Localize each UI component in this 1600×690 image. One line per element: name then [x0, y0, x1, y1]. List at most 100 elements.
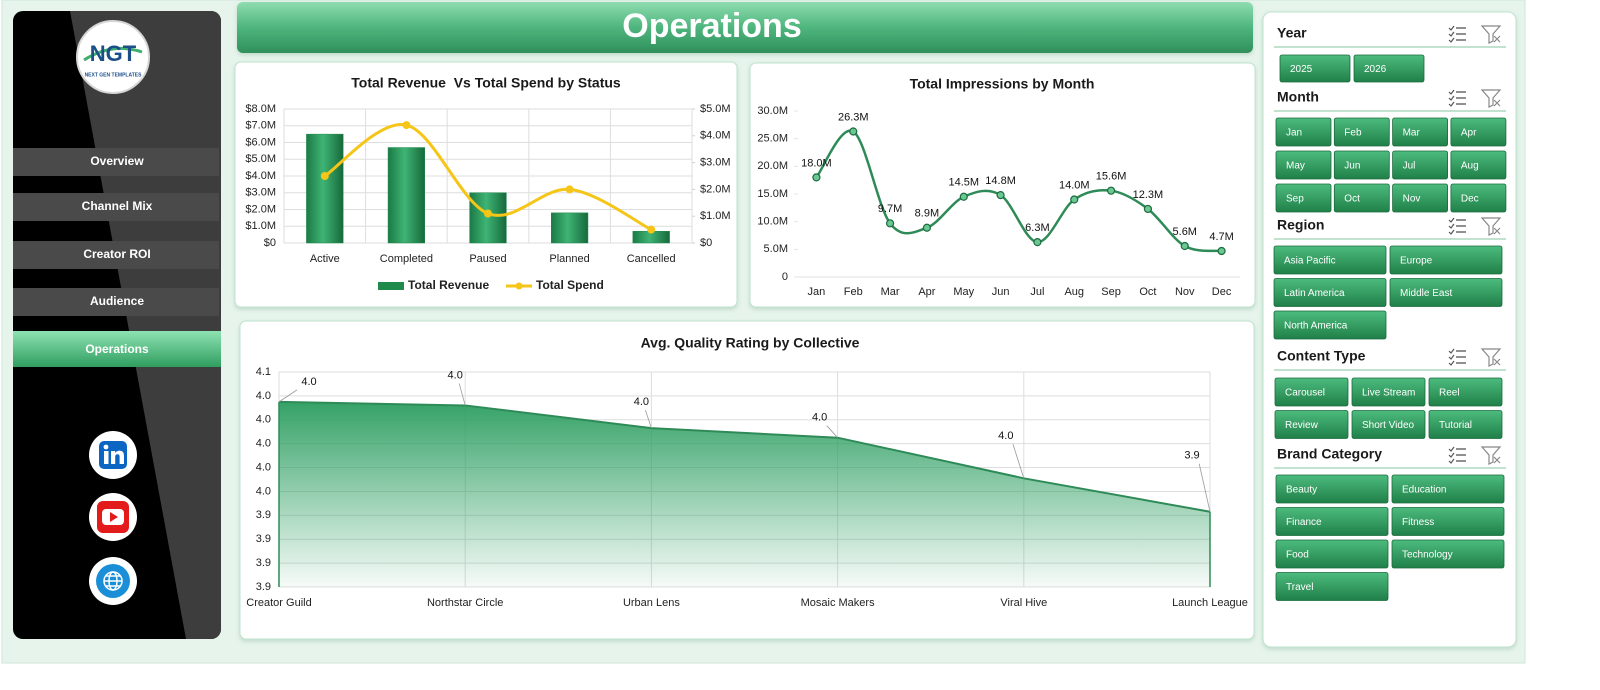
slicer-button[interactable] [1450, 150, 1507, 180]
slicer-button[interactable] [1353, 54, 1425, 83]
slicer-button-label[interactable]: Short Video [1362, 420, 1415, 431]
multi-select-icon[interactable] [1448, 25, 1455, 31]
slicer-button[interactable] [1273, 245, 1387, 275]
slicer-button-label[interactable]: 2026 [1364, 64, 1387, 75]
nav-button-active[interactable] [13, 331, 221, 367]
slicer-button[interactable] [1275, 507, 1389, 536]
nav-label[interactable]: Operations [85, 342, 149, 356]
clear-filter-icon[interactable] [1480, 217, 1502, 236]
slicer-button[interactable] [1392, 150, 1448, 180]
multi-select-icon[interactable] [1448, 452, 1455, 458]
multi-select-icon[interactable] [1448, 354, 1455, 360]
slicer-button[interactable] [1333, 183, 1390, 213]
multi-select-icon[interactable] [1448, 458, 1455, 464]
slicer-button-label[interactable]: Technology [1402, 550, 1453, 561]
clear-filter-icon[interactable] [1493, 456, 1501, 464]
multi-select-icon[interactable] [1448, 348, 1455, 354]
nav-button[interactable] [13, 148, 219, 176]
clear-filter-icon[interactable] [1480, 25, 1502, 44]
slicer-button[interactable] [1279, 54, 1351, 83]
slicer-button-label[interactable]: Nov [1403, 194, 1421, 205]
nav-button[interactable] [13, 193, 219, 221]
slicer-button-label[interactable]: Travel [1286, 582, 1313, 593]
slicer-button-label[interactable]: Fitness [1402, 517, 1434, 528]
y-tick-label: 30.0M [757, 105, 788, 117]
multi-select-icon[interactable] [1448, 229, 1455, 235]
slicer-button-label[interactable]: Jun [1344, 161, 1360, 172]
slicer-button[interactable] [1351, 410, 1426, 439]
slicer-button-label[interactable]: Beauty [1286, 485, 1317, 496]
slicer-button[interactable] [1275, 117, 1332, 147]
slicer-button[interactable] [1389, 278, 1503, 307]
multi-select-icon[interactable] [1448, 217, 1455, 223]
slicer-button-label[interactable]: Mar [1403, 128, 1421, 139]
slicer-button[interactable] [1428, 377, 1503, 407]
slicer-button[interactable] [1275, 572, 1389, 601]
nav-label[interactable]: Creator ROI [83, 247, 150, 261]
slicer-button[interactable] [1391, 474, 1505, 504]
slicer-button[interactable] [1450, 183, 1507, 213]
clear-filter-icon[interactable] [1493, 358, 1501, 366]
slicer-button-label[interactable]: Feb [1344, 128, 1362, 139]
slicer-button-label[interactable]: Sep [1286, 194, 1304, 205]
nav-label[interactable]: Overview [90, 154, 144, 168]
slicer-button[interactable] [1333, 117, 1390, 147]
slicer-button[interactable] [1275, 183, 1332, 213]
slicer-button[interactable] [1275, 539, 1389, 569]
slicer-button[interactable] [1389, 245, 1503, 275]
multi-select-icon[interactable] [1448, 31, 1455, 37]
slicer-button[interactable] [1273, 310, 1387, 340]
slicer-button-label[interactable]: Dec [1461, 194, 1479, 205]
slicer-button-label[interactable]: Reel [1439, 388, 1460, 399]
nav-button[interactable] [13, 288, 219, 316]
slicer-button-label[interactable]: Review [1285, 420, 1319, 431]
nav-button[interactable] [13, 241, 219, 269]
slicer-button-label[interactable]: Aug [1461, 161, 1479, 172]
slicer-button[interactable] [1391, 539, 1505, 569]
slicer-button-label[interactable]: Education [1402, 485, 1446, 496]
slicer-button-label[interactable]: Jul [1403, 161, 1416, 172]
slicer-button-label[interactable]: 2025 [1290, 64, 1313, 75]
slicer-button[interactable] [1392, 183, 1448, 213]
slicer-button-label[interactable]: Middle East [1400, 288, 1452, 299]
slicer-button-label[interactable]: May [1286, 161, 1305, 172]
clear-filter-icon[interactable] [1480, 89, 1502, 108]
slicer-button-label[interactable]: Jan [1286, 128, 1302, 139]
slicer-button-label[interactable]: Carousel [1285, 388, 1325, 399]
slicer-button-label[interactable]: Europe [1400, 256, 1433, 267]
multi-select-icon[interactable] [1448, 446, 1455, 452]
slicer-button-label[interactable]: Tutorial [1439, 420, 1472, 431]
clear-filter-icon[interactable] [1480, 348, 1502, 367]
slicer-button[interactable] [1274, 410, 1349, 439]
slicer-button-label[interactable]: Asia Pacific [1284, 256, 1336, 267]
multi-select-icon[interactable] [1448, 95, 1455, 101]
multi-select-icon[interactable] [1448, 37, 1455, 43]
slicer-button[interactable] [1273, 278, 1387, 307]
multi-select-icon[interactable] [1448, 223, 1455, 229]
slicer-button[interactable] [1333, 150, 1390, 180]
slicer-button-label[interactable]: North America [1284, 321, 1348, 332]
multi-select-icon[interactable] [1448, 89, 1455, 95]
slicer-button[interactable] [1351, 377, 1426, 407]
multi-select-icon[interactable] [1448, 101, 1455, 107]
multi-select-icon[interactable] [1448, 360, 1455, 366]
nav-label[interactable]: Audience [90, 294, 144, 308]
clear-filter-icon[interactable] [1493, 35, 1501, 43]
slicer-button-label[interactable]: Finance [1286, 517, 1322, 528]
slicer-button[interactable] [1275, 150, 1332, 180]
clear-filter-icon[interactable] [1493, 99, 1501, 107]
slicer-button-label[interactable]: Food [1286, 550, 1309, 561]
slicer-button[interactable] [1275, 474, 1389, 504]
slicer-button[interactable] [1274, 377, 1349, 407]
slicer-button[interactable] [1391, 507, 1505, 536]
clear-filter-icon[interactable] [1493, 227, 1501, 235]
slicer-button-label[interactable]: Latin America [1284, 288, 1345, 299]
slicer-button[interactable] [1450, 117, 1507, 147]
slicer-button[interactable] [1428, 410, 1503, 439]
slicer-button-label[interactable]: Oct [1344, 194, 1360, 205]
clear-filter-icon[interactable] [1480, 446, 1502, 465]
slicer-button[interactable] [1392, 117, 1448, 147]
slicer-button-label[interactable]: Live Stream [1362, 388, 1415, 399]
nav-label[interactable]: Channel Mix [82, 199, 153, 213]
slicer-button-label[interactable]: Apr [1461, 128, 1477, 139]
